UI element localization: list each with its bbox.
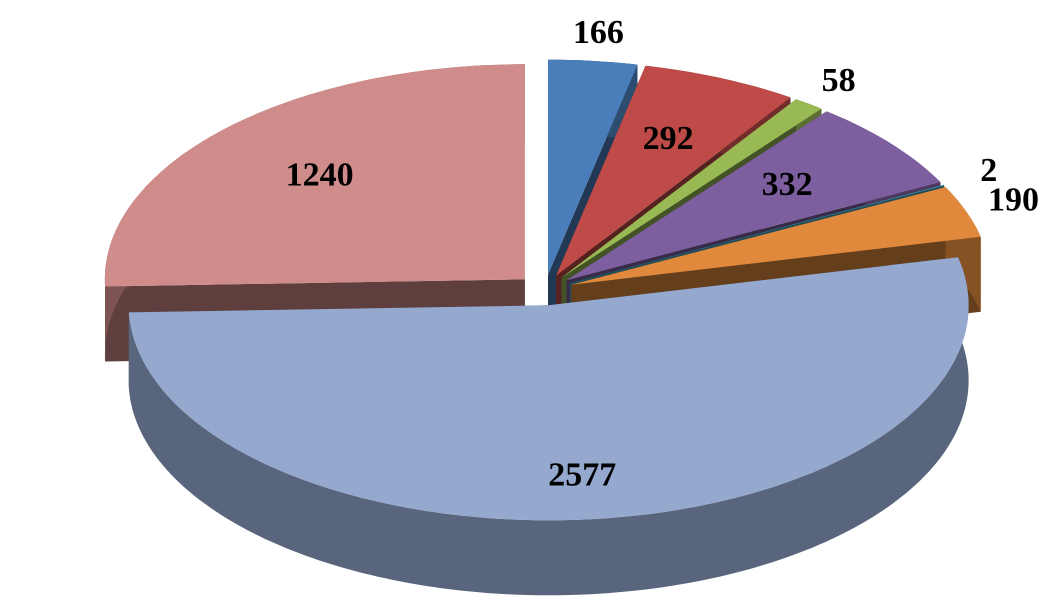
data-label: 190 — [988, 181, 1039, 218]
data-label: 2577 — [548, 456, 616, 493]
data-label: 166 — [573, 14, 624, 51]
data-label: 292 — [643, 120, 694, 157]
data-label: 58 — [822, 62, 856, 99]
data-label: 332 — [762, 166, 813, 203]
chart: 16629258332219025771240 — [0, 0, 1053, 613]
data-label: 1240 — [286, 156, 354, 193]
